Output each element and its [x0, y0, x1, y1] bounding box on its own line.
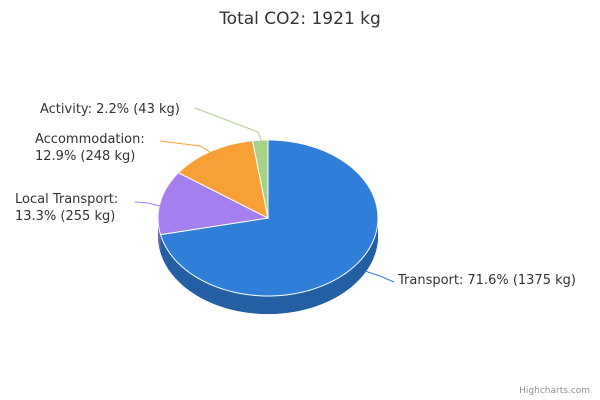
connector: [134, 201, 161, 207]
slice: [157, 172, 270, 236]
data-label: Transport: 71.6% (1375 kg): [397, 273, 576, 288]
label-value: 13.3% (255 kg): [15, 209, 115, 224]
label-category: Accommodation:: [35, 132, 145, 147]
connector: [194, 107, 263, 143]
label-value: 71.6% (1375 kg): [467, 273, 576, 288]
label-category: Local Transport:: [15, 192, 118, 207]
data-label: Accommodation: 12.9% (248 kg): [35, 132, 145, 164]
label-category: Activity:: [40, 102, 92, 117]
label-category: Transport:: [397, 273, 463, 288]
slice-side: [160, 218, 378, 314]
label-value: 12.9% (248 kg): [35, 149, 135, 164]
credits[interactable]: Highcharts.com: [519, 386, 590, 396]
chart-title: Total CO2: 1921 kg: [218, 9, 381, 29]
slice: [251, 139, 269, 219]
data-label: Activity: 2.2% (43 kg): [40, 102, 180, 117]
connector: [364, 270, 395, 283]
label-value: 2.2% (43 kg): [96, 102, 180, 117]
data-label: Local Transport: 13.3% (255 kg): [15, 192, 118, 224]
slice: [177, 140, 269, 219]
slice: [159, 139, 379, 297]
connector: [159, 140, 211, 153]
